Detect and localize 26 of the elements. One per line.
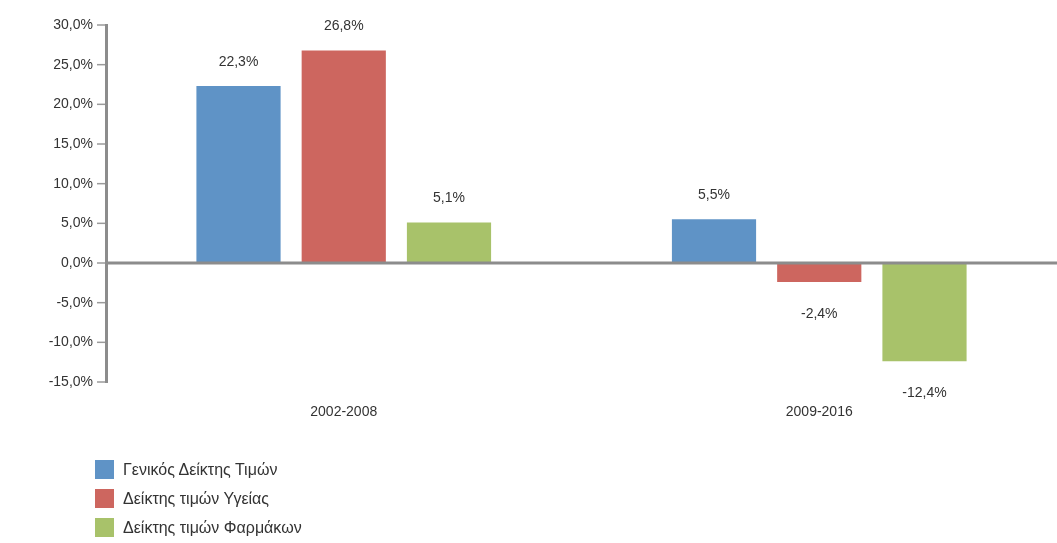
bar — [671, 219, 757, 263]
data-label: -2,4% — [800, 304, 838, 321]
data-label: 26,8% — [323, 17, 364, 34]
y-tick-label: 20,0% — [53, 95, 93, 112]
y-tick-label: 5,0% — [61, 214, 93, 231]
y-tick-label: 0,0% — [61, 253, 93, 270]
bar — [301, 50, 386, 263]
y-tick-label: -5,0% — [56, 293, 93, 310]
legend-label: Γενικός Δείκτης Τιμών — [123, 460, 278, 479]
y-tick-label: 25,0% — [53, 55, 93, 72]
bar — [406, 222, 492, 263]
data-label: 5,1% — [433, 189, 465, 206]
y-tick-label: 15,0% — [53, 134, 93, 151]
data-label: 5,5% — [698, 186, 730, 203]
legend-label: Δείκτης τιμών Υγείας — [123, 489, 270, 508]
bar — [196, 86, 281, 263]
y-tick-label: -15,0% — [48, 372, 93, 389]
data-label: 22,3% — [218, 52, 259, 69]
data-label: -12,4% — [902, 384, 947, 401]
x-tick-label: 2002-2008 — [310, 403, 378, 420]
y-tick-label: -10,0% — [48, 333, 93, 350]
legend-label: Δείκτης τιμών Φαρμάκων — [123, 518, 302, 537]
x-tick-label: 2009-2016 — [785, 403, 853, 420]
bar — [882, 263, 967, 362]
y-tick-label: 10,0% — [53, 174, 93, 191]
y-tick-label: 30,0% — [53, 15, 93, 32]
